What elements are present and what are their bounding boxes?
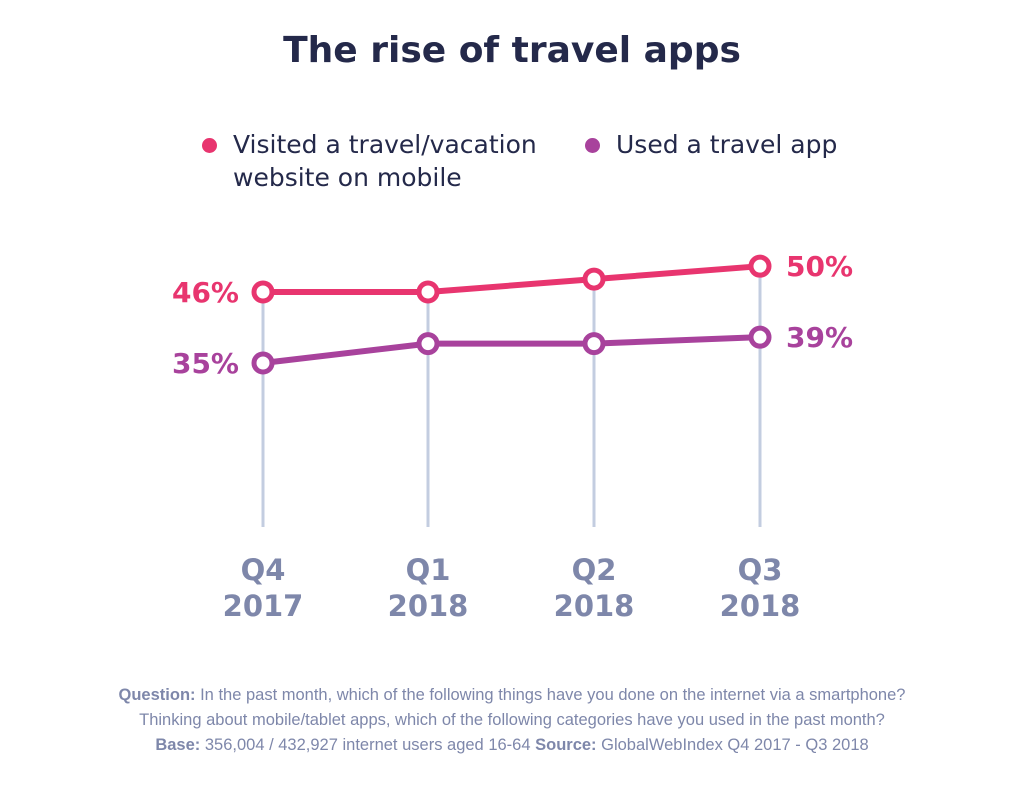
data-label-first: 46% xyxy=(172,276,239,309)
data-point-marker xyxy=(748,254,772,278)
x-tick-label: 2018 xyxy=(554,589,635,623)
legend-label: Used a travel app xyxy=(616,130,838,159)
data-point-marker xyxy=(582,332,606,356)
footer-base-source-line: Base: 356,004 / 432,927 internet users a… xyxy=(0,733,1024,758)
data-point-marker xyxy=(582,267,606,291)
base-label: Base: xyxy=(155,736,201,754)
source-label: Source: xyxy=(535,736,597,754)
legend-dot-icon xyxy=(202,138,217,153)
chart-title: The rise of travel apps xyxy=(283,30,741,71)
question-text-2: Thinking about mobile/tablet apps, which… xyxy=(139,711,885,729)
x-tick-label: 2017 xyxy=(223,589,304,623)
series-line xyxy=(262,334,761,366)
x-tick-label: 2018 xyxy=(720,589,801,623)
series-line xyxy=(263,263,761,295)
source-text: GlobalWebIndex Q4 2017 - Q3 2018 xyxy=(596,736,869,754)
data-point-marker xyxy=(748,325,772,349)
x-tick-label: Q4 xyxy=(241,553,286,587)
legend-item-visited-website: Visited a travel/vacation website on mob… xyxy=(202,128,537,194)
x-tick-label: 2018 xyxy=(388,589,469,623)
question-text: In the past month, which of the followin… xyxy=(195,686,906,704)
data-label-last: 39% xyxy=(786,321,853,354)
data-label-first: 35% xyxy=(172,347,239,380)
data-point-marker xyxy=(251,280,275,304)
data-point-marker xyxy=(251,351,275,375)
question-label: Question: xyxy=(118,686,196,704)
chart-footer: Question: In the past month, which of th… xyxy=(0,683,1024,758)
legend-label: Visited a travel/vacation website on mob… xyxy=(233,130,537,192)
x-tick-label: Q2 xyxy=(572,553,617,587)
legend-dot-icon xyxy=(585,138,600,153)
x-tick-label: Q3 xyxy=(738,553,783,587)
x-tick-label: Q1 xyxy=(406,553,451,587)
footer-question-line: Question: In the past month, which of th… xyxy=(0,683,1024,708)
legend-item-used-travel-app: Used a travel app xyxy=(585,128,837,161)
data-point-marker xyxy=(416,280,440,304)
data-label-last: 50% xyxy=(786,250,853,283)
base-text: 356,004 / 432,927 internet users aged 16… xyxy=(200,736,536,754)
data-point-marker xyxy=(416,332,440,356)
